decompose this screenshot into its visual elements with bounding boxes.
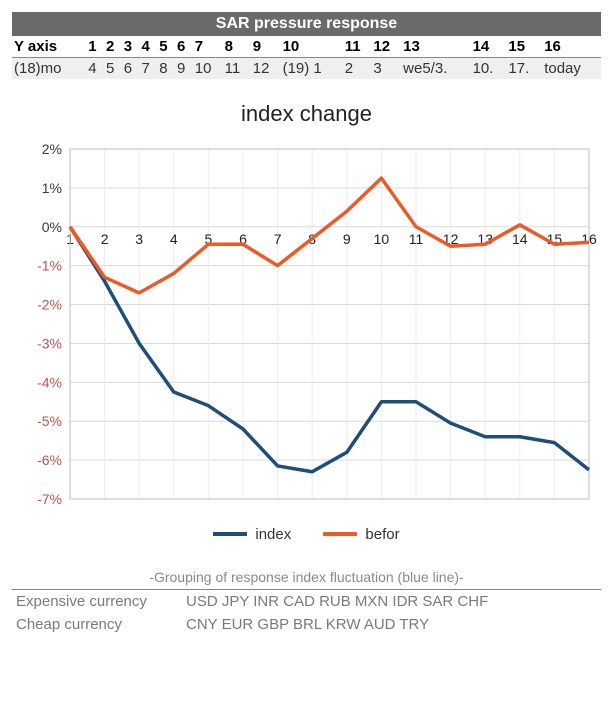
- header-yaxis-cell: 11: [343, 36, 372, 58]
- svg-text:14: 14: [512, 231, 528, 247]
- header-value-cell: (18)mo: [12, 58, 86, 80]
- header-yaxis-cell: 3: [122, 36, 140, 58]
- chart-container: -7%-6%-5%-4%-3%-2%-1%0%1%2%1234567891011…: [12, 137, 601, 517]
- header-yaxis-cell: 16: [542, 36, 601, 58]
- header-yaxis-cell: 5: [157, 36, 175, 58]
- header-value-cell: 11: [223, 58, 251, 80]
- legend-swatch-index: [213, 532, 247, 536]
- svg-text:3: 3: [135, 231, 143, 247]
- svg-text:4: 4: [170, 231, 178, 247]
- header-value-cell: 4: [86, 58, 104, 80]
- header-yaxis-cell: 15: [506, 36, 542, 58]
- footer-table: Expensive currencyUSD JPY INR CAD RUB MX…: [12, 589, 601, 636]
- svg-text:-4%: -4%: [37, 374, 62, 390]
- header-yaxis-cell: 8: [223, 36, 251, 58]
- header-value-cell: (19) 1: [281, 58, 343, 80]
- header-value-cell: 6: [122, 58, 140, 80]
- header-value-cell: 2: [343, 58, 372, 80]
- header-yaxis-cell: 4: [140, 36, 158, 58]
- svg-text:-1%: -1%: [37, 258, 62, 274]
- svg-text:10: 10: [374, 231, 390, 247]
- legend-label-index: index: [255, 526, 291, 543]
- header-value-cell: 5: [104, 58, 122, 80]
- header-row-yaxis: Y axis12345678910111213141516: [12, 36, 601, 58]
- footer-row: Cheap currencyCNY EUR GBP BRL KRW AUD TR…: [12, 613, 601, 636]
- header-table-title: SAR pressure response: [12, 12, 601, 36]
- footer-row: Expensive currencyUSD JPY INR CAD RUB MX…: [12, 589, 601, 613]
- header-value-cell: 7: [140, 58, 158, 80]
- svg-text:-7%: -7%: [37, 491, 62, 507]
- header-yaxis-cell: 6: [175, 36, 193, 58]
- header-yaxis-cell: Y axis: [12, 36, 86, 58]
- svg-text:7: 7: [274, 231, 282, 247]
- svg-text:2: 2: [101, 231, 109, 247]
- chart-title: index change: [12, 101, 601, 127]
- svg-text:-5%: -5%: [37, 413, 62, 429]
- svg-text:-3%: -3%: [37, 335, 62, 351]
- chart-legend: index befor: [12, 523, 601, 543]
- header-yaxis-cell: 7: [193, 36, 223, 58]
- line-chart: -7%-6%-5%-4%-3%-2%-1%0%1%2%1234567891011…: [12, 137, 601, 517]
- header-yaxis-cell: 14: [471, 36, 507, 58]
- header-table: SAR pressure response Y axis123456789101…: [12, 12, 601, 79]
- header-yaxis-cell: 9: [251, 36, 281, 58]
- svg-text:9: 9: [343, 231, 351, 247]
- svg-text:2%: 2%: [42, 141, 62, 157]
- legend-swatch-befor: [323, 532, 357, 536]
- footer-row-value: CNY EUR GBP BRL KRW AUD TRY: [182, 613, 601, 636]
- header-yaxis-cell: 2: [104, 36, 122, 58]
- footer-row-value: USD JPY INR CAD RUB MXN IDR SAR CHF: [182, 589, 601, 613]
- header-value-cell: 9: [175, 58, 193, 80]
- header-value-cell: 17.: [506, 58, 542, 80]
- svg-text:1%: 1%: [42, 180, 62, 196]
- header-value-cell: we5/3.: [401, 58, 470, 80]
- header-yaxis-cell: 12: [371, 36, 401, 58]
- footer-caption: -Grouping of response index fluctuation …: [12, 569, 601, 585]
- legend-label-befor: befor: [365, 526, 399, 543]
- header-value-cell: 8: [157, 58, 175, 80]
- svg-text:-6%: -6%: [37, 452, 62, 468]
- footer-row-label: Expensive currency: [12, 589, 182, 613]
- svg-text:11: 11: [409, 231, 424, 247]
- header-yaxis-cell: 13: [401, 36, 470, 58]
- header-value-cell: today: [542, 58, 601, 80]
- footer-row-label: Cheap currency: [12, 613, 182, 636]
- svg-text:-2%: -2%: [37, 297, 62, 313]
- header-yaxis-cell: 1: [86, 36, 104, 58]
- header-value-cell: 10: [193, 58, 223, 80]
- header-yaxis-cell: 10: [281, 36, 343, 58]
- header-value-cell: 3: [371, 58, 401, 80]
- svg-text:0%: 0%: [42, 219, 62, 235]
- legend-item-index: index: [213, 526, 291, 543]
- header-value-cell: 12: [251, 58, 281, 80]
- header-value-cell: 10.: [471, 58, 507, 80]
- legend-item-befor: befor: [323, 526, 399, 543]
- header-row-values: (18)mo456789101112(19) 123we5/3.10.17.to…: [12, 58, 601, 80]
